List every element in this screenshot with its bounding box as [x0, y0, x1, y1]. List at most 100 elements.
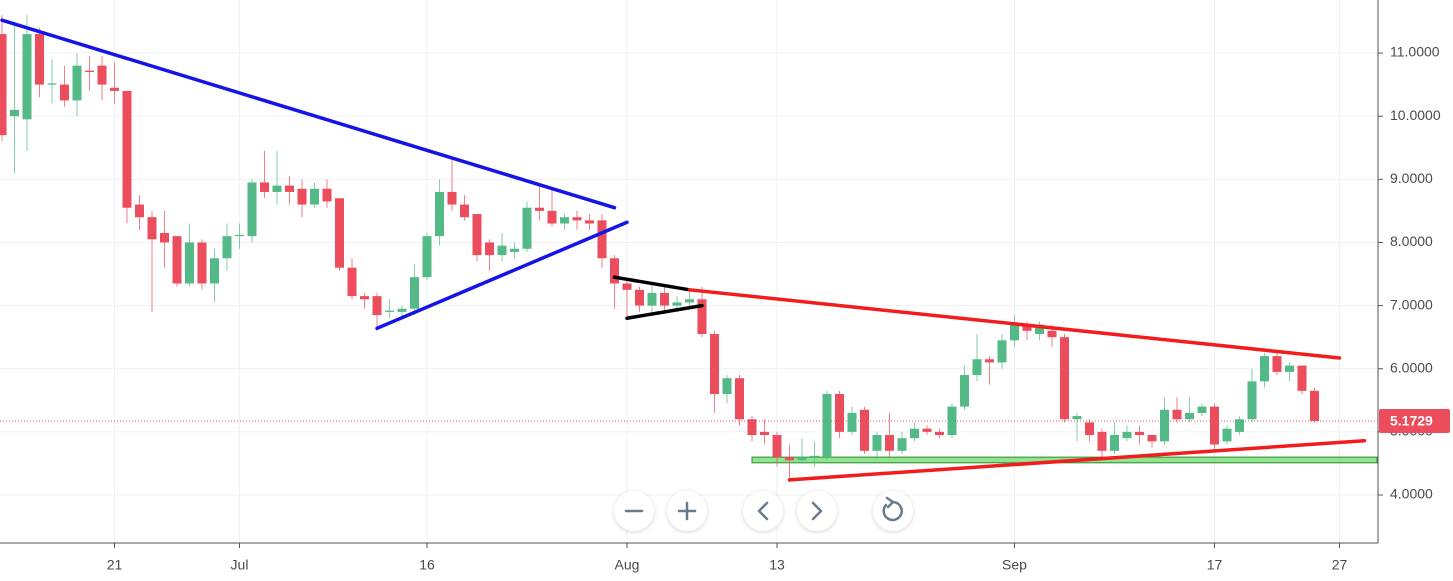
candle-body — [997, 340, 1007, 363]
candle-body — [1060, 337, 1069, 420]
candle-body — [447, 191, 457, 205]
candle-body — [1047, 330, 1057, 338]
candle-body — [135, 204, 144, 218]
candle-body — [247, 182, 257, 237]
candle-body — [297, 188, 307, 205]
candle-body — [760, 431, 769, 436]
candle-body — [585, 220, 594, 224]
candle-body — [597, 220, 607, 259]
candle-body — [1097, 431, 1107, 451]
candle-body — [1072, 416, 1082, 420]
candle-body — [1285, 365, 1294, 372]
candle-body — [172, 236, 182, 284]
candle-body — [222, 236, 232, 259]
candle-body — [1147, 435, 1157, 442]
last-price-label: 5.1729 — [1390, 413, 1433, 429]
candle-body — [260, 182, 269, 192]
candle-body — [60, 84, 69, 101]
zoom-out-button[interactable] — [614, 491, 654, 531]
candle-body — [335, 198, 344, 268]
toolbar — [614, 491, 913, 531]
candle-body — [960, 375, 969, 407]
candle-body — [822, 393, 832, 458]
candle-body — [1235, 419, 1244, 432]
candle-body — [785, 457, 794, 461]
trendline — [687, 288, 1342, 360]
candle-body — [860, 409, 869, 451]
drawings — [0, 420, 1378, 464]
candle-body — [1260, 356, 1269, 382]
candle-body — [485, 242, 494, 256]
last-price-tag — [1379, 408, 1450, 433]
candle-body — [197, 242, 207, 284]
candle-body — [360, 296, 369, 300]
candle-body — [1085, 422, 1094, 436]
candle-body — [810, 455, 819, 458]
candle-body — [610, 258, 619, 284]
trendline — [0, 18, 617, 210]
candle-body — [47, 83, 57, 85]
candle-body — [572, 217, 582, 221]
candle-body — [1247, 381, 1257, 420]
candle-body — [872, 435, 882, 451]
candle-body — [72, 65, 82, 101]
trendline — [625, 303, 704, 320]
candle-body — [647, 292, 657, 306]
candle-body — [910, 428, 919, 439]
candle-body — [735, 378, 744, 420]
candle-body — [397, 308, 407, 312]
candle-body — [347, 267, 357, 297]
candle-body — [1010, 324, 1019, 341]
grid — [0, 0, 1378, 543]
candle-body — [710, 334, 719, 394]
candle-body — [1272, 356, 1282, 372]
candle-body — [97, 65, 107, 85]
candle-body — [110, 87, 119, 91]
x-tick-label: 27 — [1332, 557, 1348, 573]
candle-body — [285, 185, 294, 192]
candle-body — [1160, 409, 1169, 442]
candle-body — [935, 431, 944, 436]
candle-body — [0, 34, 7, 136]
reset-button[interactable] — [873, 491, 913, 531]
candle-body — [460, 204, 469, 218]
candle-body — [510, 248, 519, 252]
scroll-right-button[interactable] — [797, 491, 837, 531]
scroll-left-button[interactable] — [743, 491, 783, 531]
candle-body — [947, 406, 957, 436]
x-tick-label: 16 — [419, 557, 435, 573]
candle-body — [772, 435, 782, 458]
candle-body — [160, 232, 169, 243]
x-tick-label: 17 — [1207, 557, 1223, 573]
candle-body — [435, 191, 444, 237]
y-tick-label: 8.0000 — [1390, 233, 1433, 249]
candle-body — [622, 283, 632, 290]
y-tick-label: 7.0000 — [1390, 296, 1433, 312]
candle-body — [147, 217, 157, 240]
candle-body — [672, 302, 682, 306]
x-tick-label: 21 — [107, 557, 123, 573]
candle-body — [560, 217, 569, 224]
candle-body — [422, 236, 432, 278]
candle-body — [122, 90, 132, 208]
candle-body — [685, 299, 694, 303]
candle-body — [85, 70, 94, 72]
zoom-in-button[interactable] — [667, 491, 707, 531]
candle-body — [410, 277, 419, 309]
candle-body — [535, 207, 544, 211]
candle-body — [722, 378, 732, 394]
candle-body — [1185, 412, 1194, 420]
candle-body — [1122, 431, 1132, 439]
x-tick-label: Sep — [1002, 557, 1027, 573]
candle-body — [1210, 406, 1219, 445]
x-tick-label: Jul — [231, 557, 249, 573]
candle-body — [1135, 431, 1144, 436]
candle-body — [35, 34, 44, 85]
candle-body — [660, 292, 669, 306]
y-tick-label: 10.0000 — [1390, 107, 1441, 123]
candle-body — [1035, 324, 1044, 335]
candle-body — [697, 299, 707, 335]
candle-body — [472, 214, 482, 256]
candle-body — [10, 109, 19, 117]
